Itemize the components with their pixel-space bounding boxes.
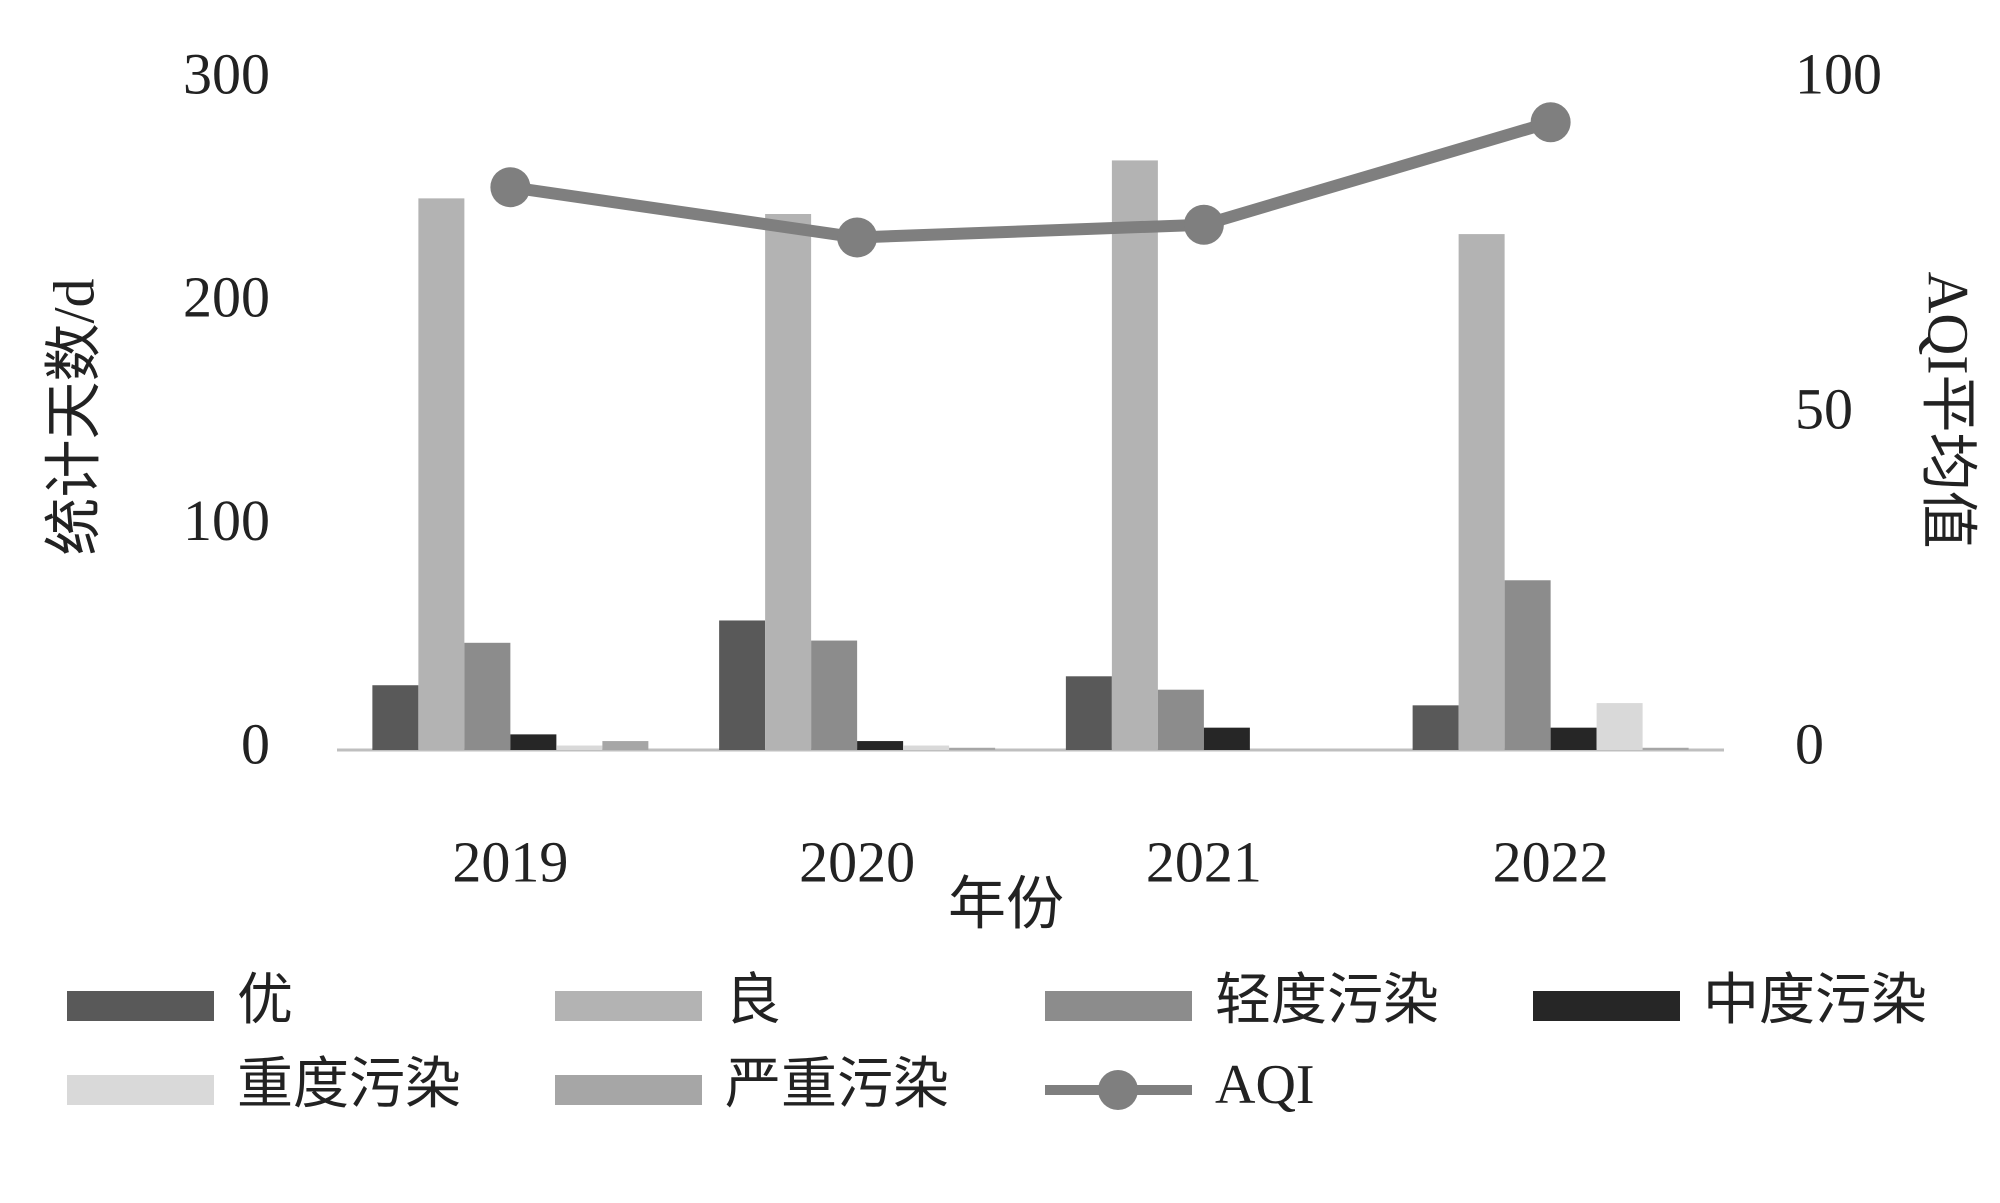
legend-swatch-marker bbox=[1098, 1070, 1138, 1110]
bar bbox=[1412, 705, 1459, 750]
bar bbox=[556, 745, 603, 750]
bar bbox=[1642, 747, 1689, 750]
legend-label: 重度污染 bbox=[237, 1054, 461, 1116]
legend-swatch bbox=[67, 1075, 214, 1105]
y2-tick-label: 100 bbox=[1795, 41, 1882, 106]
y-tick-label: 100 bbox=[183, 488, 270, 553]
bar bbox=[765, 214, 812, 750]
bar bbox=[510, 734, 557, 750]
line bbox=[509, 116, 1553, 244]
y2-axis-title: AQI平均值 bbox=[1916, 271, 1981, 548]
bar bbox=[1203, 727, 1250, 750]
legend-swatch bbox=[555, 1075, 702, 1105]
x-tick-label: 2020 bbox=[799, 829, 915, 894]
bar bbox=[1504, 580, 1551, 750]
bar bbox=[1111, 160, 1158, 750]
legend-swatch bbox=[67, 991, 214, 1021]
bar bbox=[857, 741, 904, 750]
y-tick-label: 300 bbox=[183, 41, 270, 106]
bar bbox=[602, 741, 649, 750]
legend-swatch bbox=[1045, 991, 1192, 1021]
y-tick-label: 0 bbox=[241, 711, 270, 776]
legend-label: 严重污染 bbox=[725, 1054, 949, 1116]
bar bbox=[1157, 689, 1204, 750]
x-axis-title: 年份 bbox=[948, 871, 1064, 936]
y2-tick-label: 0 bbox=[1795, 711, 1824, 776]
legend-swatch bbox=[1533, 991, 1680, 1021]
bar bbox=[1596, 703, 1643, 750]
y-axis-title: 统计天数/d bbox=[41, 278, 106, 555]
bar bbox=[811, 640, 858, 750]
line-marker bbox=[837, 217, 878, 258]
bar bbox=[372, 685, 419, 750]
bar bbox=[719, 620, 766, 750]
legend-label: 良 bbox=[725, 970, 781, 1032]
bar bbox=[949, 747, 996, 750]
bar bbox=[1550, 727, 1597, 750]
legend-swatch bbox=[555, 991, 702, 1021]
bar bbox=[418, 198, 465, 750]
x-tick-label: 2022 bbox=[1493, 829, 1609, 894]
y2-tick-label: 50 bbox=[1795, 376, 1853, 441]
x-tick-label: 2021 bbox=[1146, 829, 1262, 894]
line-marker bbox=[1530, 102, 1571, 143]
line-marker bbox=[1183, 204, 1224, 245]
legend-label: AQI bbox=[1215, 1054, 1315, 1116]
y-tick-label: 200 bbox=[183, 265, 270, 330]
line-marker bbox=[490, 167, 531, 208]
bar bbox=[1065, 676, 1112, 750]
bar bbox=[464, 642, 511, 750]
bar bbox=[1458, 234, 1505, 751]
x-tick-label: 2019 bbox=[452, 829, 568, 894]
bar bbox=[903, 745, 950, 750]
legend-label: 中度污染 bbox=[1703, 970, 1927, 1032]
legend-label: 轻度污染 bbox=[1215, 970, 1439, 1032]
legend-label: 优 bbox=[237, 970, 293, 1032]
